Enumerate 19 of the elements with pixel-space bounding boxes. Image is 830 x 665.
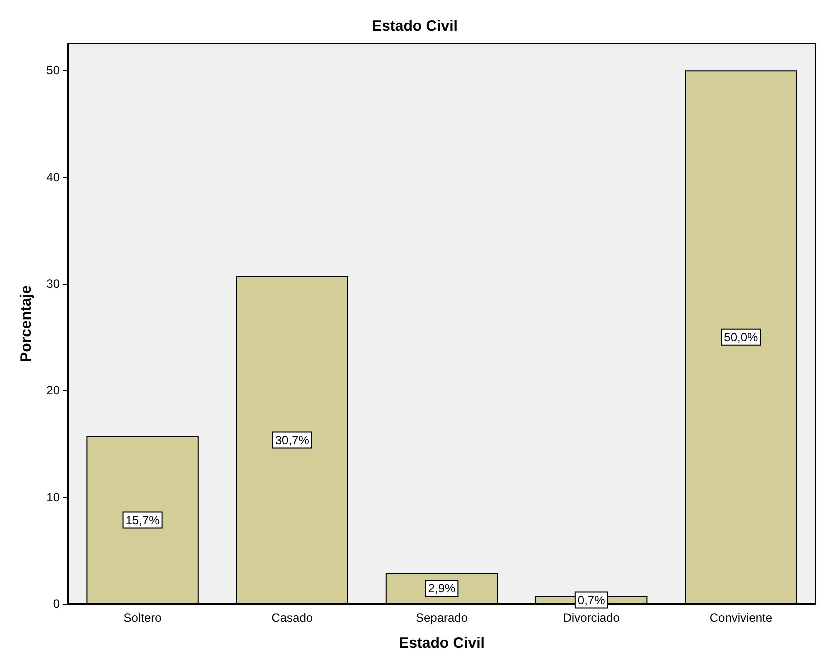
data-label: 50,0%: [724, 330, 759, 344]
y-tick-label: 30: [46, 277, 60, 291]
chart-title: Estado Civil: [372, 18, 458, 35]
data-label: 15,7%: [126, 513, 160, 528]
x-tick-label: Casado: [272, 611, 314, 625]
y-tick-label: 20: [46, 384, 60, 398]
y-axis-title: Porcentaje: [18, 286, 35, 362]
x-axis-title: Estado Civil: [399, 635, 485, 652]
x-tick-label: Separado: [416, 611, 468, 625]
data-label: 30,7%: [275, 433, 310, 448]
y-tick-label: 0: [53, 597, 60, 611]
x-tick-label: Divorciado: [563, 611, 620, 625]
data-label: 0,7%: [578, 593, 606, 608]
x-tick-label: Conviviente: [710, 611, 773, 625]
y-tick-label: 10: [46, 490, 60, 504]
y-tick-label: 40: [46, 170, 60, 184]
y-tick-label: 50: [46, 64, 60, 78]
x-tick-label: Soltero: [124, 611, 162, 625]
data-label: 2,9%: [428, 582, 456, 596]
